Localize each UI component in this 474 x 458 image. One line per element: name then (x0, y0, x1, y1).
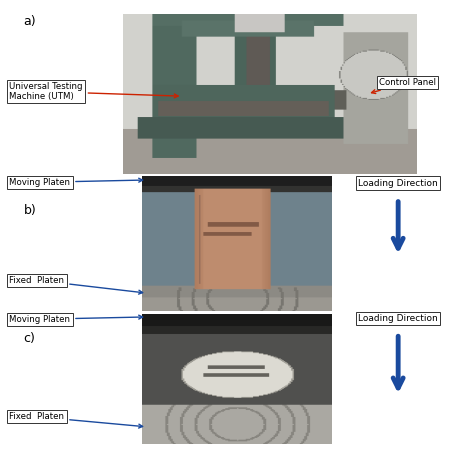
Text: Fixed  Platen: Fixed Platen (9, 412, 143, 428)
Text: Moving Platen: Moving Platen (9, 178, 143, 187)
Text: Loading Direction: Loading Direction (358, 314, 438, 323)
Text: Moving Platen: Moving Platen (9, 315, 143, 324)
Text: Fixed  Platen: Fixed Platen (9, 276, 143, 294)
Text: Control Panel: Control Panel (372, 78, 436, 93)
Text: Loading Direction: Loading Direction (358, 179, 438, 188)
Text: b): b) (24, 204, 36, 217)
Text: c): c) (24, 332, 36, 345)
Text: Universal Testing
Machine (UTM): Universal Testing Machine (UTM) (9, 82, 178, 101)
Text: a): a) (24, 15, 36, 27)
